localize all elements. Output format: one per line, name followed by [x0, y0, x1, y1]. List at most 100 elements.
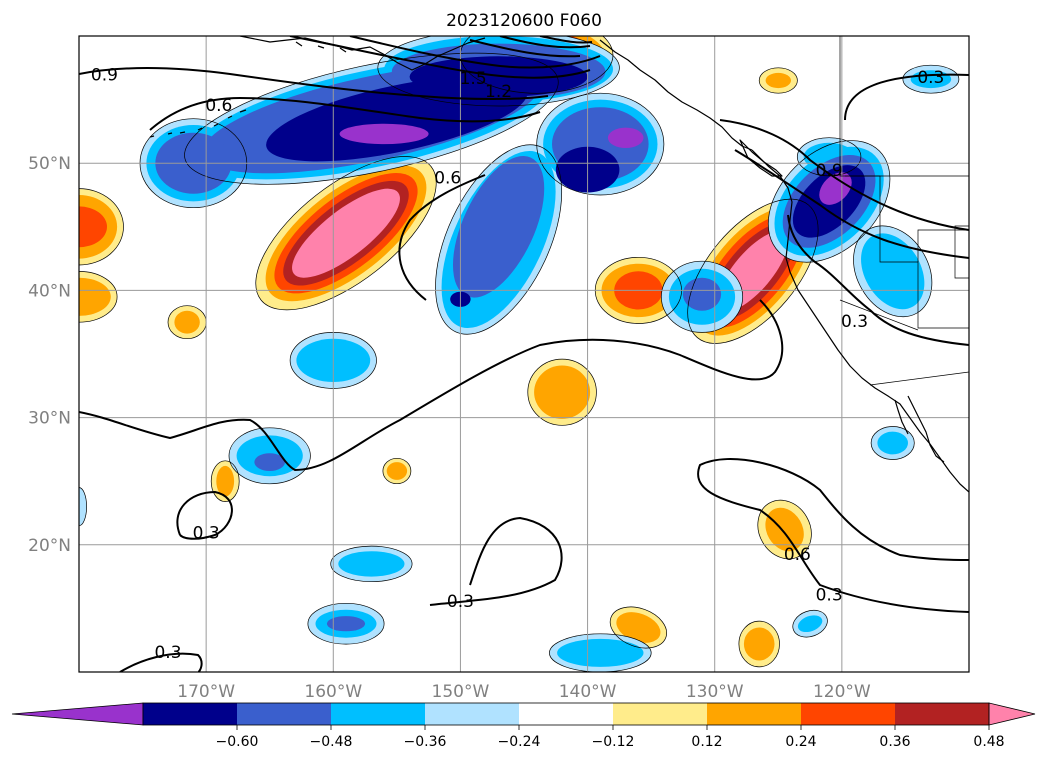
field-region-6-14: [877, 431, 908, 455]
field-region-7-4: [452, 156, 545, 298]
field-outline-5-11: [307, 602, 385, 645]
field-outline-5-4: [435, 144, 563, 335]
field-outline-5-12: [549, 633, 652, 672]
y-tick-label: 20°N: [28, 536, 71, 556]
field-outline-0-7: [527, 358, 597, 426]
field-outline-0-0: [255, 156, 437, 311]
field-outline-5-1: [377, 36, 620, 107]
field-outline-0-13: [758, 67, 798, 94]
colorbar-tick-label: −0.36: [404, 734, 447, 750]
field-region-1-10: [216, 465, 235, 497]
shaded-field: [79, 36, 959, 672]
field-outline-5-15: [902, 64, 960, 94]
axis-tick-labels: 170°W 160°W 150°W 140°W 130°W 120°W 20°N 30°N 40…: [28, 154, 871, 702]
field-outline-0-4: [79, 271, 118, 323]
field-region-1-7: [534, 365, 591, 419]
field-region-6-10: [338, 551, 405, 577]
contour-label: 0.3: [193, 523, 220, 543]
x-tick-label: 130°W: [686, 682, 744, 702]
field-outline-0-9: [738, 620, 780, 668]
contour-label: 1.5: [460, 69, 487, 89]
y-tick-label: 30°N: [28, 409, 71, 429]
colorbar-swatch: [707, 703, 802, 725]
y-tick-label: 40°N: [28, 281, 71, 301]
field-region-7-6: [682, 277, 722, 311]
contour-label: 0.9: [91, 65, 118, 85]
colorbar-extend-high: [988, 702, 1036, 726]
field-region-7-8: [254, 453, 285, 471]
colorbar-tick-label: 0.24: [785, 734, 816, 750]
field-outline-0-8: [609, 606, 667, 649]
field-outline-5-5: [767, 140, 891, 263]
field-region-4-0: [292, 188, 400, 278]
field-region-1-8: [616, 612, 661, 643]
colorbar-swatch: [613, 703, 708, 725]
field-region-6-12: [557, 638, 644, 667]
colorbar-tick-label: −0.48: [310, 734, 353, 750]
colorbar-swatch: [143, 703, 238, 725]
colorbar-swatch: [237, 703, 332, 725]
thick-contours: [79, 36, 969, 672]
field-region-1-9: [743, 627, 775, 661]
field-region-1-4: [79, 277, 111, 316]
field-outline-0-11: [382, 457, 412, 485]
colorbar-frame: [142, 702, 990, 726]
borders: [839, 36, 969, 386]
contour-label: 0.3: [841, 312, 868, 332]
field-region-2-3: [79, 206, 107, 248]
field-region-1-5: [174, 310, 200, 334]
contour-label: 0.3: [154, 643, 181, 663]
field-outline-5-8: [660, 260, 744, 333]
colorbar: −0.60 −0.48 −0.36 −0.24 −0.12 0.12 0.24 0.36 0.4…: [11, 702, 1036, 750]
map-panel: 0.9 0.6 1.51.2 0.6 0.3 0.9 0.3 0.3 0.3 0.6 0.3 0.3: [79, 36, 969, 672]
colorbar-swatch: [801, 703, 896, 725]
field-outline-5-14: [870, 426, 915, 460]
colorbar-tick-label: 0.48: [973, 734, 1004, 750]
colorbar-swatch: [895, 703, 990, 725]
x-tick-label: 140°W: [559, 682, 617, 702]
colorbar-tick-label: 0.36: [879, 734, 910, 750]
contour-label: 1.2: [485, 82, 512, 102]
x-tick-label: 120°W: [813, 682, 871, 702]
figure-title: 2023120600 F060: [446, 11, 602, 31]
colorbar-swatch: [425, 703, 520, 725]
field-region-5-16: [79, 487, 87, 526]
field-outline-5-3: [536, 92, 665, 196]
field-outline-5-13: [792, 609, 828, 638]
contour-label: 0.6: [205, 96, 232, 116]
field-region-7-7: [326, 616, 366, 632]
field-outline-0-1: [687, 198, 819, 344]
x-tick-label: 170°W: [177, 682, 235, 702]
field-region-9-1: [607, 127, 644, 148]
contour-label: 0.3: [816, 586, 843, 606]
field-outline-5-10: [330, 545, 413, 583]
colorbar-swatch: [331, 703, 426, 725]
contour-label: 0.6: [784, 545, 811, 565]
contour-label: 0.3: [447, 592, 474, 612]
field-outline-5-9: [853, 225, 933, 318]
colorbar-swatch: [519, 703, 614, 725]
colorbar-tick-label: −0.12: [592, 734, 635, 750]
field-region-8-0: [266, 76, 528, 162]
colorbar-tick-label: −0.24: [498, 734, 541, 750]
contour-label: 0.6: [434, 168, 461, 188]
field-region-9-0: [339, 123, 429, 145]
colorbar-tick-label: 0.12: [691, 734, 722, 750]
gridlines: [79, 36, 969, 672]
field-region-9-2: [819, 172, 852, 205]
field-outline-5-7: [228, 427, 311, 485]
field-region-1-12: [765, 507, 804, 552]
contour-labels: 0.9 0.6 1.51.2 0.6 0.3 0.9 0.3 0.3 0.3 0.6 0.3 0.3: [91, 65, 944, 663]
contour-label: 0.3: [917, 68, 944, 88]
field-outline-5-0: [184, 52, 559, 185]
y-tick-label: 50°N: [28, 154, 71, 174]
field-region-1-13: [765, 72, 791, 89]
field-outline-0-3: [79, 188, 124, 266]
colorbar-tick-label: −0.60: [216, 734, 259, 750]
x-tick-label: 160°W: [304, 682, 362, 702]
contour-label: 0.9: [816, 161, 843, 181]
field-outline-0-10: [210, 460, 240, 502]
field-outline-5-17: [796, 137, 862, 177]
field-region-6-13: [797, 615, 823, 633]
